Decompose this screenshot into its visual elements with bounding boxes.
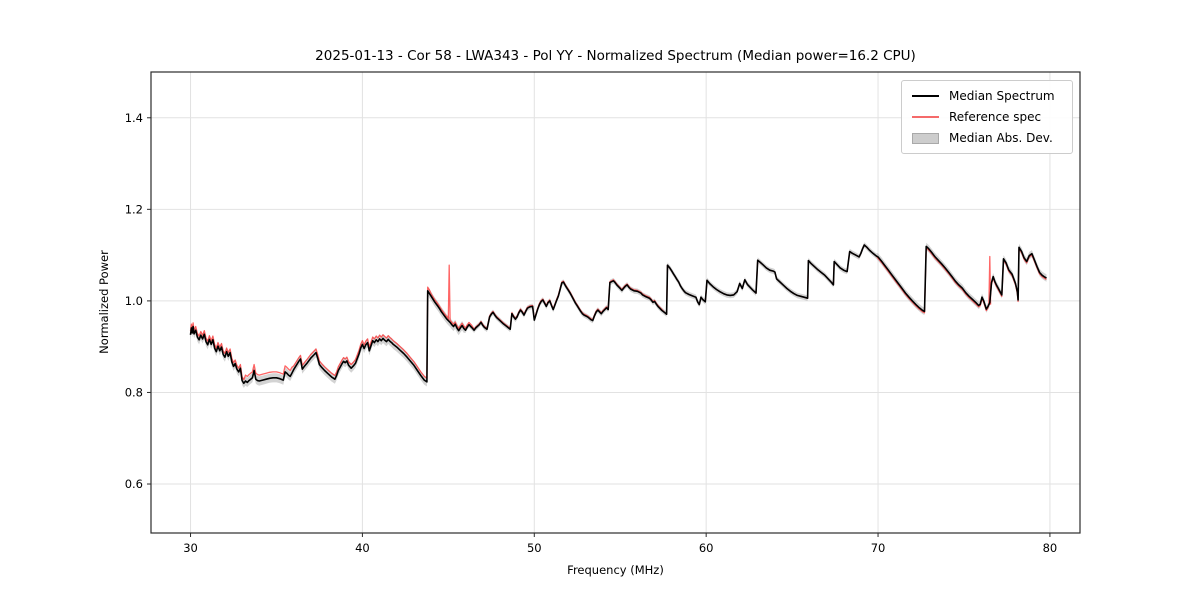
legend-item-median-spectrum: Median Spectrum [912, 89, 1062, 103]
ticks: 30 40 50 60 70 80 0.6 0.8 1.0 1.2 1.4 [125, 111, 1058, 555]
y-tick-label: 0.6 [125, 477, 143, 491]
y-tick-label: 1.0 [125, 294, 143, 308]
legend-label: Median Spectrum [949, 89, 1055, 103]
legend-item-reference-spec: Reference spec [912, 110, 1062, 124]
y-tick-label: 1.2 [125, 202, 143, 216]
legend-label: Median Abs. Dev. [949, 131, 1053, 145]
median-spectrum-line [189, 244, 1047, 385]
x-axis-label: Frequency (MHz) [567, 563, 664, 577]
median-spectrum-line-swatch [912, 95, 939, 97]
reference-layer [189, 244, 1047, 381]
legend-label: Reference spec [949, 110, 1042, 124]
chart-title: 2025-01-13 - Cor 58 - LWA343 - Pol YY - … [315, 48, 916, 64]
y-tick-label: 1.4 [125, 111, 143, 125]
y-tick-label: 0.8 [125, 385, 143, 399]
legend: Median Spectrum Reference spec Median Ab… [901, 80, 1073, 154]
median-abs-dev-band [190, 242, 1047, 388]
spines [150, 71, 1081, 534]
median-layer [189, 244, 1047, 385]
y-axis-label: Normalized Power [97, 250, 111, 354]
median-abs-dev-patch-swatch [912, 132, 939, 144]
x-tick-label: 50 [527, 541, 542, 555]
reference-spec-line-swatch [912, 116, 939, 118]
x-tick-label: 40 [355, 541, 370, 555]
axes-spines [150, 71, 1081, 534]
x-tick-label: 60 [699, 541, 714, 555]
reference-spec-line [189, 244, 1047, 381]
band-layer [190, 242, 1047, 388]
x-tick-label: 30 [183, 541, 198, 555]
legend-item-median-abs-dev: Median Abs. Dev. [912, 131, 1062, 145]
x-tick-label: 80 [1043, 541, 1058, 555]
x-tick-label: 70 [871, 541, 886, 555]
